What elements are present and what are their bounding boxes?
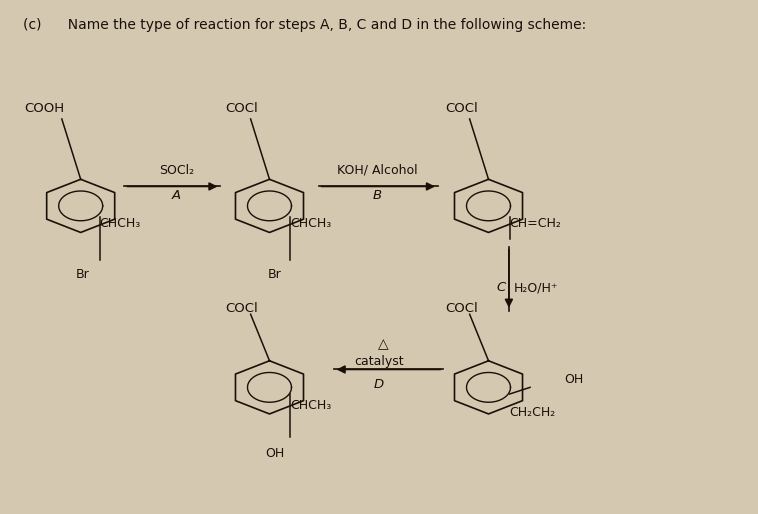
Text: B: B bbox=[373, 189, 382, 202]
Text: H₂O/H⁺: H₂O/H⁺ bbox=[513, 281, 558, 294]
Text: CHCH₃: CHCH₃ bbox=[290, 399, 331, 412]
Text: catalyst: catalyst bbox=[354, 355, 404, 369]
Text: C: C bbox=[496, 281, 506, 294]
Text: Br: Br bbox=[268, 268, 282, 281]
Text: KOH/ Alcohol: KOH/ Alcohol bbox=[337, 163, 418, 177]
Text: CHCH₃: CHCH₃ bbox=[290, 217, 331, 230]
Text: A: A bbox=[172, 189, 181, 202]
Text: Br: Br bbox=[76, 268, 90, 281]
Text: OH: OH bbox=[265, 447, 284, 461]
Text: (c)      Name the type of reaction for steps A, B, C and D in the following sche: (c) Name the type of reaction for steps … bbox=[23, 18, 586, 32]
Text: COOH: COOH bbox=[24, 102, 64, 115]
Text: △: △ bbox=[377, 337, 388, 351]
Text: COCl: COCl bbox=[226, 102, 258, 115]
Text: COCl: COCl bbox=[446, 102, 478, 115]
Text: CH=CH₂: CH=CH₂ bbox=[509, 217, 562, 230]
Text: D: D bbox=[374, 378, 384, 391]
Text: OH: OH bbox=[564, 373, 583, 386]
Text: CH₂CH₂: CH₂CH₂ bbox=[509, 406, 555, 419]
Text: COCl: COCl bbox=[226, 302, 258, 315]
Text: SOCl₂: SOCl₂ bbox=[159, 163, 194, 177]
Text: CHCH₃: CHCH₃ bbox=[99, 217, 141, 230]
Text: COCl: COCl bbox=[446, 302, 478, 315]
